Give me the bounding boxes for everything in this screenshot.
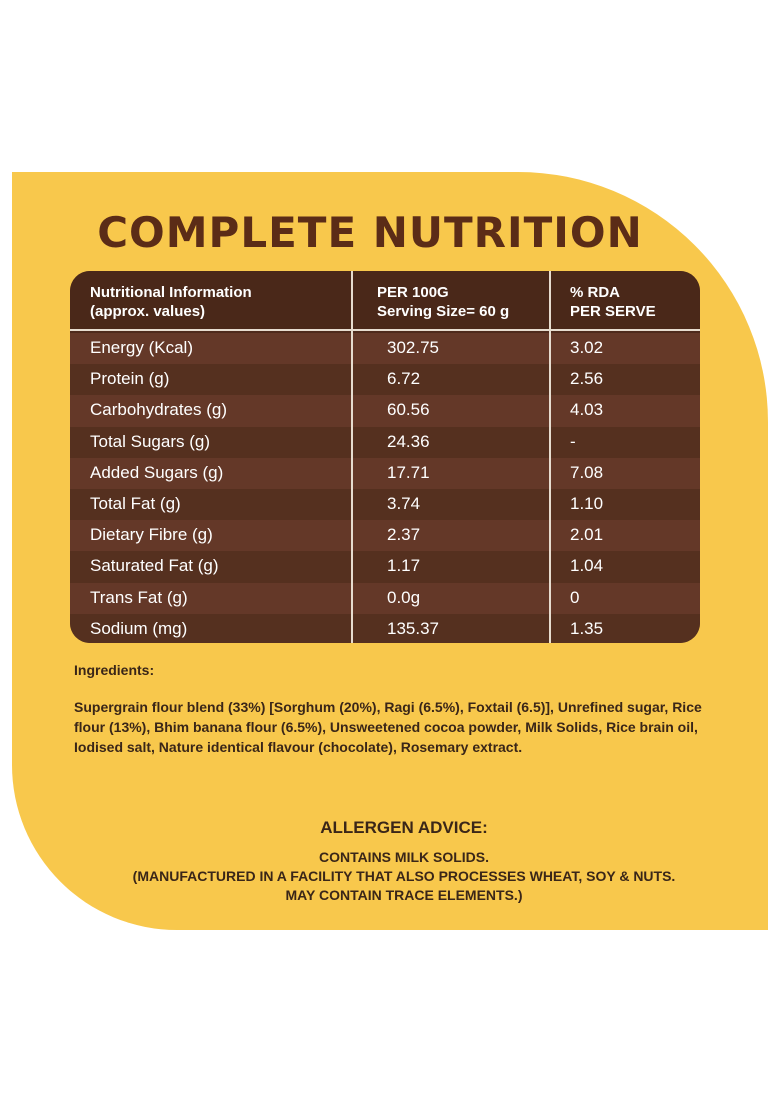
table-body: Energy (Kcal) 302.75 3.02 Protein (g) 6.… [70,333,700,643]
page-title: COMPLETE NUTRITION [97,208,643,257]
column-divider [549,271,551,643]
allergen-line: CONTAINS MILK SOLIDS. [318,849,490,865]
header-nutritional-info: Nutritional Information (approx. values) [90,284,252,320]
table-row: Total Fat (g) 3.74 1.10 [70,488,700,521]
table-row: Added Sugars (g) 17.71 7.08 [70,457,700,489]
table-row: Carbohydrates (g) 60.56 4.03 [70,395,700,427]
ingredients-text: Supergrain flour blend (33%) [Sorghum (2… [74,699,702,755]
table-row: Trans Fat (g) 0.0g 0 [70,582,700,614]
table-row: Protein (g) 6.72 2.56 [70,364,700,396]
allergen-line: (MANUFACTURED IN A FACILITY THAT ALSO PR… [132,868,676,884]
column-divider [351,271,353,643]
table-row: Energy (Kcal) 302.75 3.02 [70,333,700,365]
table-row: Sodium (mg) 135.37 1.35 [70,613,700,643]
header-per-100g: PER 100G Serving Size= 60 g [377,284,510,320]
nutrition-table: Nutritional Information (approx. values)… [70,271,700,643]
allergen-line: MAY CONTAIN TRACE ELEMENTS.) [285,887,523,903]
header-divider [70,329,700,331]
table-row: Total Sugars (g) 24.36 - [70,426,700,458]
table-header: Nutritional Information (approx. values)… [70,271,700,329]
header-rda: % RDA PER SERVE [570,284,656,320]
ingredients-title: Ingredients: [74,662,155,678]
table-row: Saturated Fat (g) 1.17 1.04 [70,551,700,583]
table-row: Dietary Fibre (g) 2.37 2.01 [70,520,700,552]
allergen-title: ALLERGEN ADVICE: [320,818,488,837]
